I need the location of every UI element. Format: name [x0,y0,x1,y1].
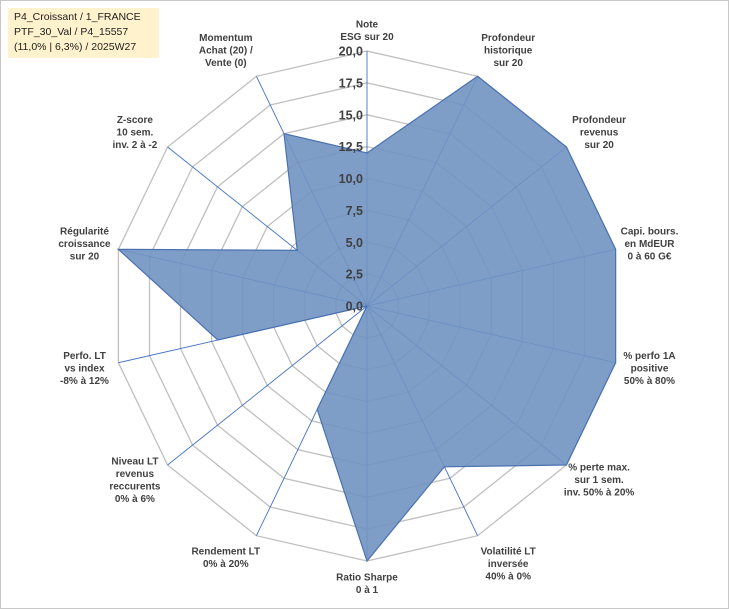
series-area [116,75,617,563]
radar-series [116,75,617,563]
axis-label-line: croissance [58,239,111,250]
axis-label-line: Vente (0) [205,58,247,69]
tick-label: 20,0 [339,45,363,59]
axis-label: Momentum Achat (20) / Vente (0) [199,33,253,69]
axis-label: Volatilité LT inversée 40% à 0% [481,547,536,583]
axis-label-line: Rendement LT [191,547,260,558]
axis-label: Ratio Sharpe 0 à 1 [336,573,398,597]
info-line-3: (11,0% | 6,3%) / 2025W27 [14,41,137,53]
tick-label: 17,5 [339,76,363,90]
tick-label: 0,0 [346,300,363,314]
axis-label-line: Momentum [199,33,252,44]
axis-label-line: revenus [580,127,619,138]
axis-label: Profondeur historique sur 20 [481,33,535,69]
radar-axis-labels: Note ESG sur 20 Profondeur historique sur 20… [58,20,678,597]
axis-label-line: Ratio Sharpe [336,573,398,584]
axis-label-line: Régularité [60,227,109,238]
axis-label-line: 0% à 20% [203,559,249,570]
axis-label: Note ESG sur 20 [340,20,394,44]
axis-label-line: -8% à 12% [60,376,109,387]
axis-label-line: Achat (20) / [199,45,253,56]
axis-label-line: 40% à 0% [485,572,531,583]
axis-label-line: Z-score [117,115,154,126]
axis-label-line: en MdEUR [625,239,676,250]
axis-label: Perfo. LT vs index -8% à 12% [60,351,109,387]
axis-label-line: historique [484,45,533,56]
axis-label-line: Profondeur [481,33,535,44]
axis-label-line: 50% à 80% [624,376,675,387]
portfolio-info-box: P4_Croissant / 1_FRANCE PTF_30_Val / P4_… [8,8,159,58]
axis-label: Rendement LT 0% à 20% [191,547,260,571]
axis-label-line: sur 1 sem. [574,475,624,486]
axis-label-line: Volatilité LT [481,547,536,558]
axis-label-line: % perte max. [568,463,630,474]
axis-label-line: ESG sur 20 [340,32,394,43]
axis-label-line: sur 20 [493,58,523,69]
axis-label: Capi. bours. en MdEUR 0 à 60 G€ [621,227,679,263]
tick-label: 12,5 [339,140,363,154]
axis-label-line: 0 à 1 [356,585,379,596]
axis-label-line: Capi. bours. [621,227,679,238]
axis-label: Profondeur revenus sur 20 [572,115,626,151]
axis-label-line: inv. 2 à -2 [112,140,157,151]
axis-label-line: Perfo. LT [63,351,106,362]
axis-label: Régularité croissance sur 20 [58,227,111,263]
info-line-2: PTF_30_Val / P4_15557 [14,26,129,38]
axis-label-line: Profondeur [572,115,626,126]
tick-label: 10,0 [339,172,363,186]
axis-label: Niveau LT revenus reccurents 0% à 6% [109,457,161,506]
tick-label: 7,5 [346,204,363,218]
axis-label-line: vs index [64,363,104,374]
tick-label: 15,0 [339,108,363,122]
axis-label-line: sur 20 [70,252,100,263]
axis-label-line: reccurents [109,482,161,493]
axis-label-line: Note [356,20,379,31]
axis-label-line: inversée [488,559,529,570]
axis-label-line: inv. 50% à 20% [564,488,635,499]
tick-label: 5,0 [346,236,363,250]
axis-label-line: sur 20 [584,140,614,151]
info-line-1: P4_Croissant / 1_FRANCE [14,11,141,23]
axis-label-line: 0 à 60 G€ [628,252,672,263]
axis-label: Z-score 10 sem. inv. 2 à -2 [112,115,157,151]
tick-label: 2,5 [346,268,363,282]
radar-tick-labels: 0,0 2,5 5,0 7,5 10,0 12,5 15,0 17,5 20,0 [339,45,363,314]
axis-label-line: Niveau LT [111,457,158,468]
axis-spoke [167,305,368,466]
axis-label-line: 0% à 6% [115,494,155,505]
axis-label-line: % perfo 1A [623,351,675,362]
axis-label: % perfo 1A positive 50% à 80% [623,351,675,387]
axis-label-line: revenus [116,469,155,480]
axis-label: % perte max. sur 1 sem. inv. 50% à 20% [564,463,635,499]
axis-label-line: 10 sem. [117,127,154,138]
axis-label-line: positive [631,363,669,374]
